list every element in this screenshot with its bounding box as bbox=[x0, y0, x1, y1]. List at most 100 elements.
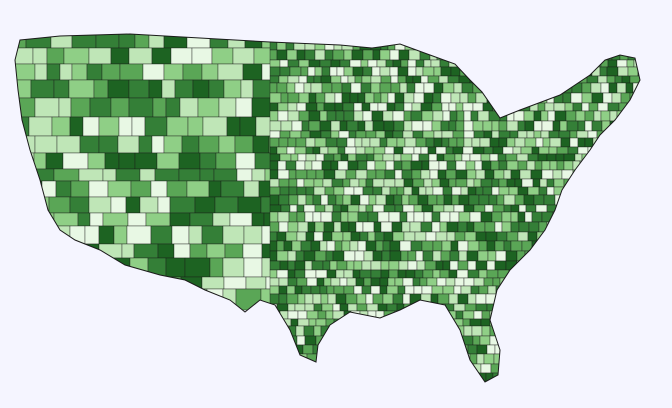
county bbox=[377, 211, 390, 223]
county bbox=[276, 231, 287, 242]
county bbox=[489, 153, 499, 162]
county bbox=[472, 335, 481, 346]
county bbox=[53, 212, 79, 227]
county bbox=[473, 130, 485, 139]
county bbox=[432, 250, 442, 262]
county bbox=[411, 186, 420, 196]
county bbox=[304, 303, 315, 312]
county bbox=[339, 277, 348, 287]
county bbox=[453, 204, 465, 213]
county bbox=[251, 97, 272, 118]
county bbox=[626, 59, 635, 68]
county bbox=[269, 231, 278, 242]
county bbox=[498, 178, 508, 188]
county bbox=[107, 79, 130, 99]
county bbox=[397, 285, 406, 295]
county bbox=[340, 211, 349, 223]
county bbox=[322, 260, 331, 271]
county bbox=[303, 82, 312, 94]
county bbox=[399, 82, 408, 94]
county bbox=[305, 186, 315, 196]
county bbox=[314, 49, 326, 61]
county bbox=[427, 75, 440, 84]
county bbox=[334, 169, 347, 180]
county bbox=[347, 160, 359, 171]
county bbox=[401, 221, 411, 233]
county bbox=[494, 240, 505, 252]
county bbox=[296, 231, 307, 242]
county bbox=[298, 75, 308, 84]
county bbox=[181, 135, 200, 154]
county bbox=[32, 47, 48, 65]
county bbox=[347, 75, 356, 84]
county bbox=[217, 63, 244, 81]
county bbox=[269, 260, 281, 271]
county bbox=[343, 49, 353, 61]
county bbox=[491, 186, 500, 196]
county bbox=[304, 49, 316, 61]
county bbox=[319, 240, 328, 252]
county bbox=[455, 160, 467, 171]
county bbox=[569, 130, 578, 139]
county bbox=[324, 49, 334, 61]
county bbox=[372, 293, 384, 305]
county bbox=[387, 277, 396, 287]
county bbox=[462, 102, 474, 112]
county bbox=[475, 293, 487, 305]
county bbox=[614, 75, 623, 84]
county bbox=[404, 285, 415, 295]
county bbox=[538, 146, 550, 155]
county bbox=[199, 168, 215, 182]
county bbox=[285, 160, 297, 171]
county bbox=[479, 137, 491, 148]
county bbox=[492, 146, 504, 155]
county bbox=[473, 178, 482, 188]
county bbox=[462, 146, 474, 155]
county bbox=[428, 160, 440, 171]
county bbox=[161, 79, 176, 99]
county bbox=[357, 211, 369, 223]
county bbox=[215, 152, 237, 170]
county bbox=[478, 240, 488, 252]
county bbox=[377, 303, 388, 312]
county bbox=[391, 221, 403, 233]
county bbox=[421, 110, 434, 122]
county bbox=[517, 130, 528, 139]
county bbox=[360, 59, 369, 68]
county bbox=[326, 110, 337, 122]
county bbox=[484, 169, 495, 180]
county bbox=[593, 110, 602, 122]
county bbox=[410, 110, 423, 122]
county bbox=[575, 110, 586, 122]
county bbox=[269, 269, 278, 279]
county bbox=[340, 153, 349, 162]
county bbox=[386, 285, 399, 295]
county bbox=[102, 168, 117, 182]
county bbox=[436, 277, 447, 287]
county bbox=[420, 75, 429, 84]
county bbox=[165, 97, 181, 118]
county bbox=[339, 303, 349, 312]
county bbox=[534, 160, 543, 171]
county bbox=[407, 250, 417, 262]
county bbox=[414, 82, 425, 94]
county bbox=[541, 169, 554, 180]
county bbox=[402, 130, 414, 139]
county bbox=[436, 153, 445, 162]
county bbox=[342, 194, 352, 206]
county bbox=[363, 250, 374, 262]
county bbox=[410, 160, 423, 171]
county bbox=[269, 49, 278, 61]
county bbox=[463, 130, 475, 139]
county bbox=[437, 293, 450, 305]
county bbox=[294, 146, 307, 155]
county bbox=[494, 260, 507, 271]
county bbox=[110, 196, 127, 214]
county bbox=[574, 153, 583, 162]
county bbox=[314, 204, 326, 213]
county bbox=[556, 160, 565, 171]
county bbox=[460, 285, 472, 295]
county bbox=[325, 250, 334, 262]
county bbox=[290, 318, 299, 327]
county bbox=[287, 250, 297, 262]
